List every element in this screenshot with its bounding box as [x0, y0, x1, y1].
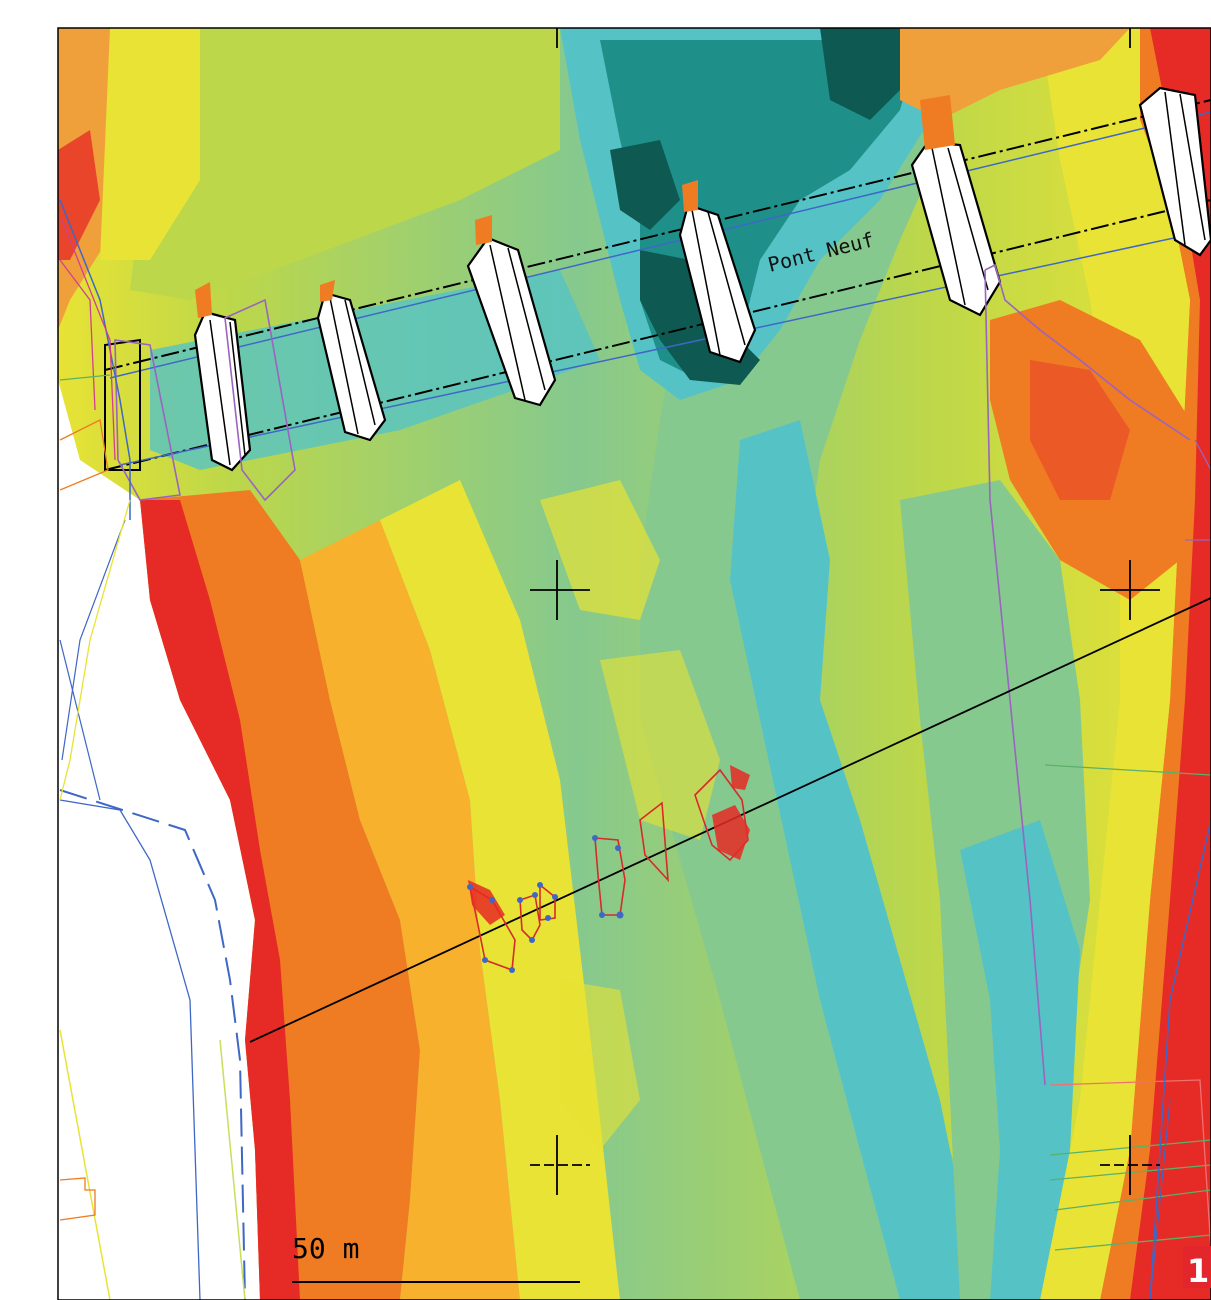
- figure-number-badge: 1: [1183, 1246, 1211, 1290]
- scale-bar-label: 50 m: [292, 1232, 359, 1265]
- figure-number: 1: [1187, 1252, 1209, 1290]
